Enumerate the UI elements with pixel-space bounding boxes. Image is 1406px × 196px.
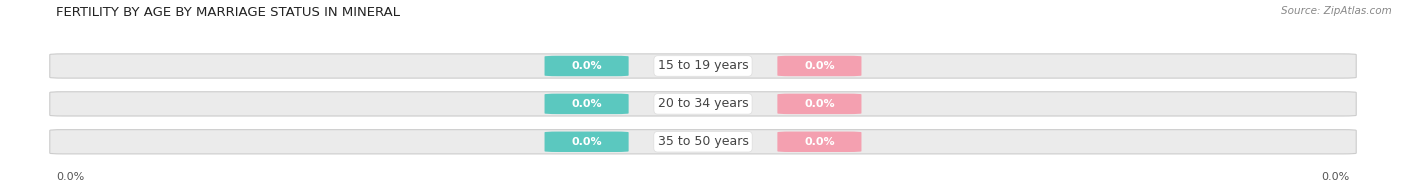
Text: 0.0%: 0.0%: [571, 137, 602, 147]
Text: 0.0%: 0.0%: [571, 61, 602, 71]
Text: FERTILITY BY AGE BY MARRIAGE STATUS IN MINERAL: FERTILITY BY AGE BY MARRIAGE STATUS IN M…: [56, 6, 401, 19]
Text: 20 to 34 years: 20 to 34 years: [658, 97, 748, 110]
Text: 15 to 19 years: 15 to 19 years: [658, 60, 748, 73]
Text: 35 to 50 years: 35 to 50 years: [658, 135, 748, 148]
Text: 0.0%: 0.0%: [804, 99, 835, 109]
FancyBboxPatch shape: [544, 56, 628, 76]
Text: 0.0%: 0.0%: [1322, 172, 1350, 182]
Text: 0.0%: 0.0%: [804, 61, 835, 71]
Text: 0.0%: 0.0%: [571, 99, 602, 109]
FancyBboxPatch shape: [544, 94, 628, 114]
FancyBboxPatch shape: [778, 56, 862, 76]
FancyBboxPatch shape: [49, 54, 1357, 78]
FancyBboxPatch shape: [49, 130, 1357, 154]
Text: 0.0%: 0.0%: [56, 172, 84, 182]
FancyBboxPatch shape: [778, 94, 862, 114]
FancyBboxPatch shape: [544, 132, 628, 152]
FancyBboxPatch shape: [778, 132, 862, 152]
Text: 0.0%: 0.0%: [804, 137, 835, 147]
FancyBboxPatch shape: [49, 92, 1357, 116]
Text: Source: ZipAtlas.com: Source: ZipAtlas.com: [1281, 6, 1392, 16]
